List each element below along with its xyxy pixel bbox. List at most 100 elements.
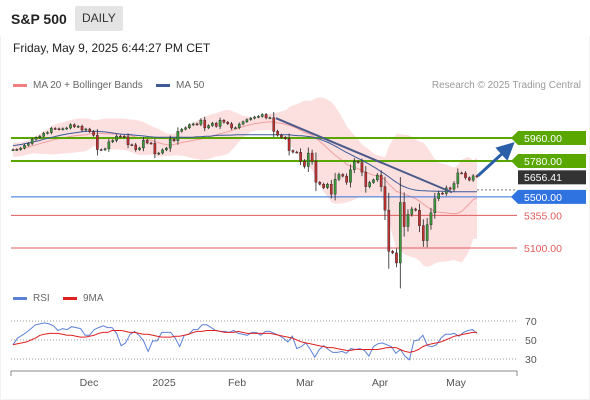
legend-ma9-label: 9MA	[83, 293, 104, 304]
candle-body	[34, 137, 38, 140]
candle-body	[337, 174, 341, 180]
candle-body	[69, 124, 72, 129]
x-tick-label: 2025	[152, 377, 176, 389]
candle-body	[291, 150, 295, 153]
candle-body	[280, 134, 283, 138]
candle-body	[395, 252, 398, 264]
legend-rsi-label: RSI	[33, 293, 50, 304]
rsi-tick-50: 50	[525, 335, 537, 347]
candle-body	[96, 134, 99, 150]
x-tick-label: Mar	[296, 377, 315, 389]
candle-body	[410, 208, 414, 215]
candle-body	[138, 147, 141, 150]
candle-body	[15, 149, 19, 151]
candle-body	[157, 152, 161, 155]
candle-body	[188, 124, 191, 128]
candle-body	[119, 135, 122, 138]
candle-body	[27, 143, 30, 146]
candle-body	[326, 183, 329, 188]
candle-body	[145, 140, 149, 144]
level-label-5500: 5500.00	[524, 192, 562, 204]
candle-body	[245, 119, 249, 122]
bollinger-band-area	[13, 97, 477, 267]
candle-body	[195, 123, 199, 126]
candle-body	[203, 119, 207, 129]
downtrend-line	[275, 117, 453, 194]
candle-body	[80, 126, 84, 131]
trendline	[275, 117, 515, 194]
price-tags: 5960.00 5780.00 5656.41 5500.00 5355.00 5100.…	[511, 131, 586, 255]
candle-body	[345, 175, 348, 183]
candle-body	[260, 114, 264, 117]
chart-header: S&P 500 DAILY	[0, 0, 590, 36]
candle-body	[310, 152, 314, 162]
candle-body	[211, 122, 214, 126]
candle-body	[406, 214, 410, 227]
candle-body	[65, 127, 68, 130]
candle-body	[441, 192, 444, 195]
candle-body	[42, 132, 45, 137]
candle-body	[422, 225, 425, 241]
candle-body	[399, 202, 402, 264]
x-tick-label: Dec	[80, 377, 99, 389]
x-axis: Dec 2025 Feb Mar Apr May	[10, 370, 518, 389]
candle-body	[452, 183, 456, 190]
rsi-tick-70: 70	[525, 316, 537, 328]
candle-body	[299, 151, 302, 162]
candle-body	[322, 183, 325, 188]
candle-body	[142, 140, 145, 149]
candle-body	[134, 144, 138, 150]
candle-body	[237, 123, 241, 128]
interval-button[interactable]: DAILY	[75, 6, 123, 31]
candle-body	[253, 116, 256, 119]
candle-body	[92, 131, 95, 136]
candle-body	[172, 139, 176, 142]
candle-body	[84, 128, 88, 131]
candle-body	[19, 147, 22, 150]
ma9-swatch	[63, 296, 77, 300]
candle-body	[329, 183, 333, 195]
candle-body	[276, 131, 279, 136]
candle-body	[464, 172, 467, 178]
candle-body	[314, 161, 318, 183]
candle-body	[207, 125, 210, 129]
rsi-line	[12, 322, 478, 361]
rsi-ma9-line	[12, 330, 477, 353]
projection-arrow	[476, 142, 515, 177]
candle-body	[53, 128, 57, 130]
candle-body	[153, 143, 157, 155]
candle-body	[383, 186, 387, 211]
instrument-title: S&P 500	[11, 11, 67, 27]
candle-body	[149, 142, 153, 145]
level-label-5355: 5355.00	[524, 210, 562, 222]
candle-body	[111, 140, 115, 143]
last-price-tag	[518, 170, 586, 185]
candle-body	[364, 171, 368, 187]
candle-body	[287, 138, 291, 151]
candle-body	[268, 117, 272, 119]
candle-body	[433, 198, 437, 214]
candle-body	[349, 169, 352, 183]
candle-body	[165, 147, 168, 151]
candle-body	[283, 137, 287, 139]
candle-body	[257, 116, 260, 118]
candles	[11, 112, 479, 289]
candle-body	[191, 123, 195, 126]
candle-body	[214, 122, 218, 127]
candle-body	[295, 151, 299, 154]
candle-body	[107, 141, 111, 150]
x-tick-label: Feb	[228, 377, 246, 389]
level-tag-5500	[511, 189, 586, 204]
candle-body	[341, 174, 345, 177]
candle-body	[360, 162, 364, 173]
candle-body	[88, 128, 91, 132]
candle-body	[303, 161, 306, 167]
candle-body	[184, 127, 187, 130]
candle-body	[226, 122, 230, 125]
candle-body	[168, 139, 172, 149]
candle-body	[468, 177, 471, 181]
last-price-label: 5656.41	[524, 172, 562, 184]
candle-body	[391, 251, 394, 254]
chart-panel	[1, 36, 589, 399]
